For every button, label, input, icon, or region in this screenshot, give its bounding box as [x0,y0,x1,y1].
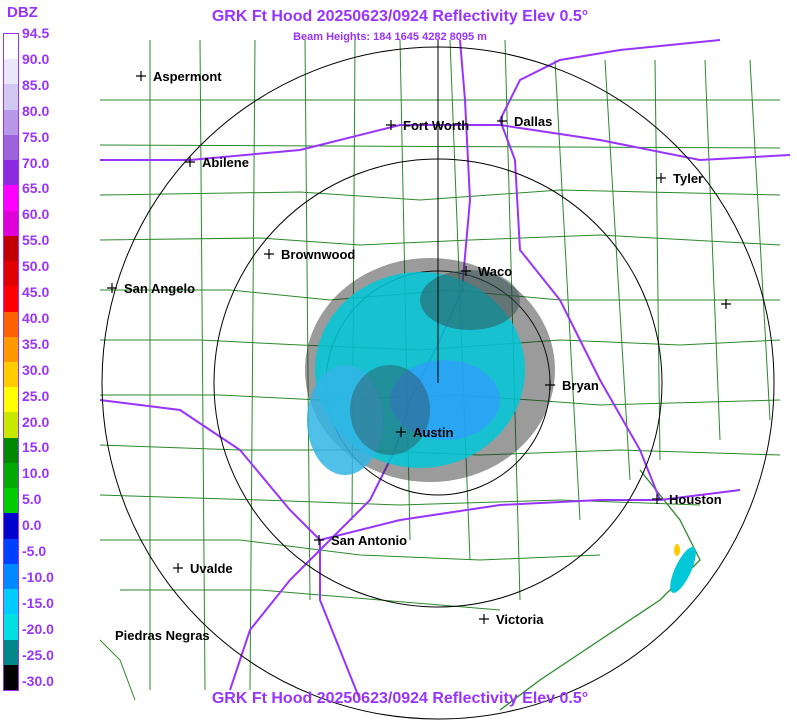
legend-swatch [4,160,18,186]
legend-swatch [4,462,18,489]
legend-tick-label: 60.0 [22,206,50,223]
city-marker [173,563,183,573]
city-label: San Antonio [331,533,407,548]
legend-tick-label: -20.0 [22,620,54,637]
legend-swatch [4,513,18,540]
city-label: Tyler [673,171,703,186]
city-marker [461,266,471,276]
legend-swatch [4,614,18,641]
legend-tick-label: -30.0 [22,672,54,689]
legend-color-bar [3,33,19,691]
city-label: Bryan [562,378,599,393]
legend-tick-label: -5.0 [22,543,47,559]
legend-swatch [4,34,18,60]
city-marker [396,427,406,437]
legend-swatch [4,362,18,388]
legend-tick-label: 15.0 [22,439,50,456]
legend-tick-label: -10.0 [22,568,54,585]
city-marker [497,116,507,126]
city-marker [264,249,274,259]
legend-swatch [4,589,18,615]
legend-swatch [4,488,18,514]
city-label: Waco [478,264,512,279]
legend-tick-label: 45.0 [22,284,50,300]
legend-tick-label: 94.5 [22,25,50,41]
legend-swatch [4,664,18,691]
echo-area-light-2 [307,365,383,475]
legend-tick-label: 65.0 [22,180,50,197]
legend-swatch [4,109,18,136]
legend-tick-label: 50.0 [22,258,50,275]
city-layer: Aspermont Fort Worth Dallas Abilene Tyler Bro… [107,69,731,643]
legend-swatch [4,563,18,590]
legend-swatch [4,639,18,666]
beam-heights: Beam Heights: 184 1645 4282 8095 m [293,31,487,43]
legend-tick-label: 20.0 [22,413,50,430]
city-marker [652,494,662,504]
city-label: Houston [669,492,722,507]
city-marker [314,535,324,545]
legend-tick-label: 40.0 [22,309,50,326]
echo-coastal-core [674,544,680,556]
legend-tick-label: -15.0 [22,594,54,611]
legend-tick-label: 25.0 [22,387,50,404]
radar-echoes [305,258,696,593]
legend-swatch [4,437,18,464]
city-label: Uvalde [190,561,233,576]
city-label: Victoria [496,612,544,627]
city-label: Piedras Negras [115,628,210,643]
city-label: Brownwood [281,247,355,262]
legend-swatch [4,412,18,439]
color-legend: DBZ 94.5 90.0 85.0 80.0 75.0 70.0 65.0 60.0 55.0… [0,0,100,700]
city-label: Abilene [202,155,249,170]
legend-tick-label: 75.0 [22,128,50,145]
legend-tick-label: 90.0 [22,50,50,67]
city-marker [479,614,489,624]
legend-tick-label: 0.0 [22,517,42,534]
legend-tick-label: 30.0 [22,361,50,378]
city-marker [656,173,666,183]
city-marker [386,120,396,130]
city-label: Austin [413,425,454,440]
city-label: Dallas [514,114,552,129]
legend-swatch [4,210,18,237]
legend-unit: DBZ [7,4,38,21]
echo-area-dark [420,270,520,330]
city-label: Aspermont [153,69,222,84]
city-label: San Angelo [124,281,195,296]
city-marker [107,283,117,293]
echo-coastal [670,547,696,593]
legend-swatch [4,59,18,85]
legend-tick-label: 70.0 [22,154,50,171]
legend-tick-label: -25.0 [22,646,54,663]
city-marker [545,380,555,390]
legend-tick-label: 10.0 [22,465,50,482]
legend-tick-label: 5.0 [22,491,42,508]
city-marker [185,157,195,167]
legend-swatch [4,261,18,287]
chart-title: GRK Ft Hood 20250623/0924 Reflectivity E… [211,8,589,25]
legend-swatch [4,336,18,363]
legend-swatch [4,387,18,413]
legend-tick-label: 85.0 [22,76,50,93]
legend-tick-label: 55.0 [22,232,50,249]
legend-swatch [4,84,18,111]
city-marker [136,71,146,81]
legend-swatch [4,286,18,313]
city-marker [721,299,731,309]
legend-swatch [4,134,18,161]
echo-area-dark-2 [350,365,430,455]
legend-swatch [4,235,18,262]
legend-swatch [4,538,18,565]
legend-swatch [4,311,18,338]
legend-swatch [4,185,18,212]
legend-tick-label: 35.0 [22,335,50,352]
legend-tick-label: 80.0 [22,102,50,119]
city-label: Fort Worth [403,118,469,133]
echo-area-mid [390,360,500,440]
footer-title: GRK Ft Hood 20250623/0924 Reflectivity E… [211,690,589,707]
